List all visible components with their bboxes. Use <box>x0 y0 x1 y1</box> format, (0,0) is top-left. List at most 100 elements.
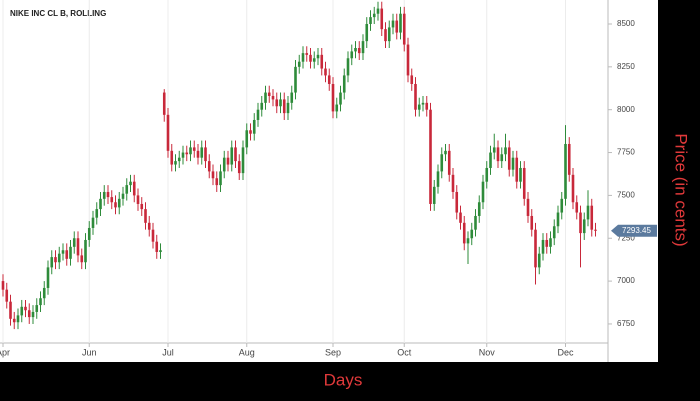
candle-body <box>361 41 365 54</box>
candle-body <box>462 222 466 244</box>
x-axis-title: Days <box>324 370 363 389</box>
candle-body <box>481 181 485 203</box>
candle-body <box>50 257 54 268</box>
x-tick-label: Apr <box>0 347 10 357</box>
candle-body <box>365 23 369 42</box>
candle-body <box>316 54 320 59</box>
candle-body <box>174 161 177 165</box>
candle-body <box>252 119 256 134</box>
candle-body <box>226 157 230 165</box>
candle-body <box>579 212 582 234</box>
candle-body <box>215 178 219 186</box>
candle-body <box>267 92 271 96</box>
candle-body <box>560 198 564 213</box>
candle-body <box>162 92 166 115</box>
candle-body <box>342 75 346 93</box>
candle-body <box>69 246 72 259</box>
candle-body <box>279 99 282 107</box>
candle-body <box>346 58 350 76</box>
candle-body <box>5 289 9 302</box>
candle-body <box>189 147 192 155</box>
candle-body <box>432 186 436 204</box>
candle-body <box>9 301 12 319</box>
candle-body <box>582 219 586 234</box>
candle-body <box>399 13 402 33</box>
candle-body <box>84 239 87 263</box>
candle-body <box>136 195 140 204</box>
candle-body <box>459 212 462 223</box>
candle-body <box>406 44 410 76</box>
candle-body <box>515 157 519 182</box>
candle-body <box>177 157 181 162</box>
candle-body <box>451 174 455 192</box>
candle-body <box>556 212 560 227</box>
candle-body <box>24 306 27 311</box>
candle-body <box>166 114 170 151</box>
candle-body <box>357 47 361 54</box>
candle-body <box>207 161 211 172</box>
candle-body <box>309 54 312 62</box>
candle-body <box>511 157 515 170</box>
candle-body <box>402 13 406 45</box>
last-price-label: 7293.45 <box>622 226 651 235</box>
candle-body <box>110 197 114 203</box>
y-tick-label: 6750 <box>617 319 635 328</box>
candle-body <box>436 171 440 187</box>
candle-body <box>331 83 335 112</box>
candle-body <box>129 181 132 186</box>
candle-body <box>245 130 249 148</box>
candle-body <box>87 227 91 240</box>
candle-body <box>522 167 526 199</box>
candle-body <box>410 75 414 84</box>
candle-body <box>12 318 16 323</box>
candle-body <box>222 157 226 172</box>
candle-body <box>204 147 207 162</box>
candle-body <box>500 154 504 162</box>
candle-body <box>380 8 384 30</box>
y-tick-label: 8500 <box>617 19 635 28</box>
y-axis-title: Price (in cents) <box>672 133 691 246</box>
candle-body <box>286 102 290 114</box>
candle-body <box>42 287 46 299</box>
chart-title: NIKE INC CL B, ROLLING <box>10 9 106 18</box>
candle-body <box>200 147 204 158</box>
candle-body <box>294 66 297 93</box>
x-tick-label: Dec <box>557 347 574 357</box>
candle-body <box>76 238 80 256</box>
candle-body <box>369 17 372 24</box>
candle-body <box>594 229 597 231</box>
candle-body <box>61 250 65 254</box>
candle-body <box>492 147 496 153</box>
candle-body <box>185 152 189 155</box>
candle-body <box>192 147 196 151</box>
candle-body <box>567 143 571 175</box>
candle-body <box>114 202 117 208</box>
x-tick-label: Jul <box>162 347 174 357</box>
candle-body <box>549 238 552 247</box>
candle-body <box>444 150 447 155</box>
candle-body <box>537 253 541 268</box>
candle-body <box>526 198 530 216</box>
candle-body <box>417 104 421 110</box>
candle-body <box>121 193 125 199</box>
candle-body <box>466 238 470 244</box>
candle-body <box>474 215 477 230</box>
candle-body <box>147 222 151 230</box>
candle-body <box>586 205 590 220</box>
candle-body <box>159 250 162 252</box>
candle-body <box>571 174 575 203</box>
candle-body <box>264 92 267 103</box>
candle-body <box>384 29 387 42</box>
y-tick-label: 7000 <box>617 276 635 285</box>
candle-body <box>350 51 354 59</box>
candle-body <box>1 281 5 290</box>
candle-body <box>425 102 429 110</box>
candle-body <box>241 147 245 174</box>
candle-body <box>196 150 200 158</box>
candle-body <box>414 83 417 110</box>
candle-body <box>117 198 121 208</box>
candle-body <box>507 147 511 170</box>
candle-body <box>395 20 399 33</box>
candle-body <box>519 167 522 182</box>
